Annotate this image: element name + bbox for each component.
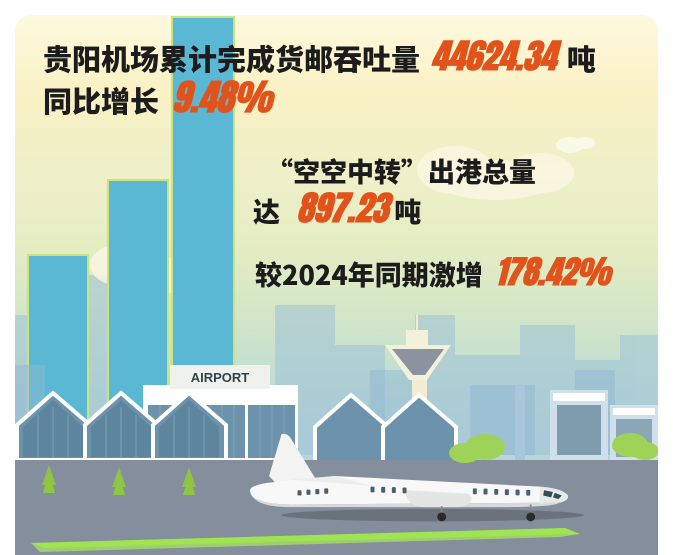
svg-text:AIRPORT: AIRPORT [191,370,250,385]
